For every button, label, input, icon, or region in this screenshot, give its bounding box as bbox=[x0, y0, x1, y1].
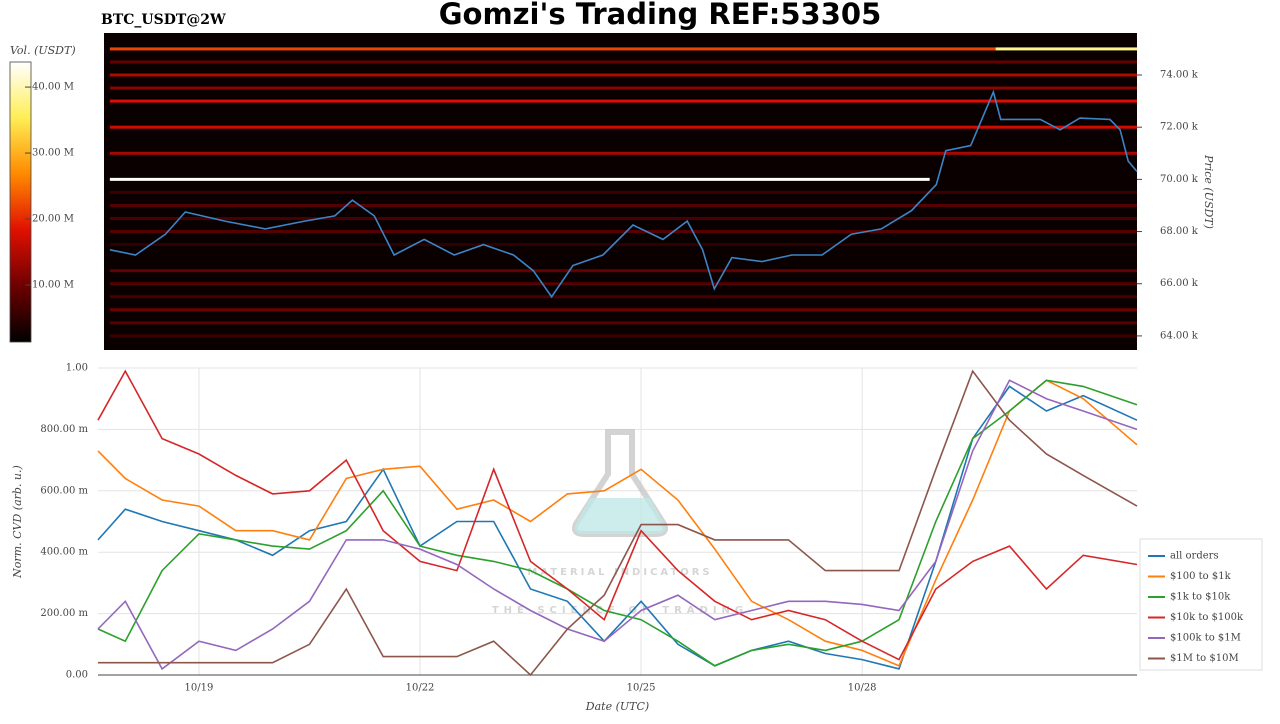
liquidity-level bbox=[109, 308, 1138, 312]
liquidity-level bbox=[109, 230, 1138, 234]
x-tick-label: 10/28 bbox=[848, 683, 877, 694]
x-tick-label: 10/22 bbox=[406, 683, 435, 694]
price-line bbox=[109, 89, 1138, 299]
legend-label[interactable]: $100k to $1M bbox=[1170, 633, 1241, 644]
liquidity-level bbox=[109, 203, 1138, 207]
cvd-panel: MATERIAL INDICATORS THE SCIENCE OF TRADIN… bbox=[97, 367, 1138, 677]
legend-label[interactable]: all orders bbox=[1170, 551, 1219, 562]
legend-box bbox=[1139, 538, 1263, 671]
x-tick-label: 10/19 bbox=[185, 683, 214, 694]
legend-label[interactable]: $10k to $100k bbox=[1170, 612, 1244, 623]
watermark-subtitle: THE SCIENCE OF TRADING bbox=[492, 605, 748, 616]
y-tick-label: 600.00 m bbox=[40, 485, 88, 496]
series-line bbox=[97, 369, 1138, 661]
liquidity-level bbox=[109, 321, 1138, 325]
chart-title: BTC_USDT@2W bbox=[101, 12, 226, 28]
legend-label[interactable]: $1M to $10M bbox=[1170, 653, 1239, 664]
page-title: Gomzi's Trading REF:53305 bbox=[439, 0, 882, 31]
watermark-title: MATERIAL INDICATORS bbox=[527, 567, 712, 578]
liquidity-level bbox=[109, 269, 1138, 273]
liquidity-level bbox=[109, 60, 1138, 64]
liquidity-level bbox=[109, 125, 1138, 129]
y-tick-label: 72.00 k bbox=[1160, 122, 1199, 133]
colorbar-tick-label: 10.00 M bbox=[32, 279, 74, 290]
liquidity-level bbox=[995, 47, 1137, 51]
y-tick-label: 200.00 m bbox=[40, 608, 88, 619]
y-axis-title: Price (USDT) bbox=[1202, 154, 1215, 229]
liquidity-level bbox=[109, 243, 1138, 247]
colorbar-tick-label: 20.00 M bbox=[32, 214, 74, 225]
colorbar-title: Vol. (USDT) bbox=[10, 44, 76, 57]
colorbar-tick-label: 30.00 M bbox=[32, 148, 74, 159]
liquidity-level bbox=[109, 151, 1138, 155]
y-tick-label: 64.00 k bbox=[1160, 330, 1199, 341]
liquidity-level bbox=[109, 295, 1138, 299]
liquidity-level bbox=[109, 282, 1138, 286]
y-tick-label: 0.00 bbox=[66, 670, 88, 681]
liquidity-level bbox=[109, 86, 1138, 90]
series-line bbox=[98, 369, 1138, 677]
legend-label[interactable]: $100 to $1k bbox=[1170, 571, 1232, 582]
y-tick-label: 74.00 k bbox=[1160, 70, 1199, 81]
liquidity-level bbox=[109, 99, 1138, 103]
y-tick-label: 66.00 k bbox=[1160, 278, 1199, 289]
legend-label[interactable]: $1k to $10k bbox=[1170, 592, 1231, 603]
colorbar bbox=[9, 61, 32, 343]
watermark-liquid bbox=[575, 498, 665, 534]
y-tick-label: 68.00 k bbox=[1160, 226, 1199, 237]
liquidity-level bbox=[109, 47, 996, 51]
series-line bbox=[97, 379, 1138, 667]
y-tick-label: 70.00 k bbox=[1160, 174, 1199, 185]
series-line bbox=[97, 379, 1138, 671]
colorbar-tick-label: 40.00 M bbox=[32, 82, 74, 93]
y-tick-label: 400.00 m bbox=[40, 547, 88, 558]
liquidity-level bbox=[109, 177, 930, 181]
series-line bbox=[97, 379, 1138, 667]
y-tick-label: 1.00 bbox=[66, 363, 88, 374]
y-tick-label: 800.00 m bbox=[40, 424, 88, 435]
x-tick-label: 10/25 bbox=[627, 683, 656, 694]
liquidity-level bbox=[109, 190, 1138, 194]
liquidity-level bbox=[109, 334, 1138, 338]
liquidity-level bbox=[109, 217, 1138, 221]
liquidity-level bbox=[109, 73, 1138, 77]
y-axis-title: Norm. CVD (arb. u.) bbox=[11, 465, 24, 579]
heatmap-panel bbox=[104, 33, 1138, 350]
x-axis-title: Date (UTC) bbox=[585, 700, 649, 713]
